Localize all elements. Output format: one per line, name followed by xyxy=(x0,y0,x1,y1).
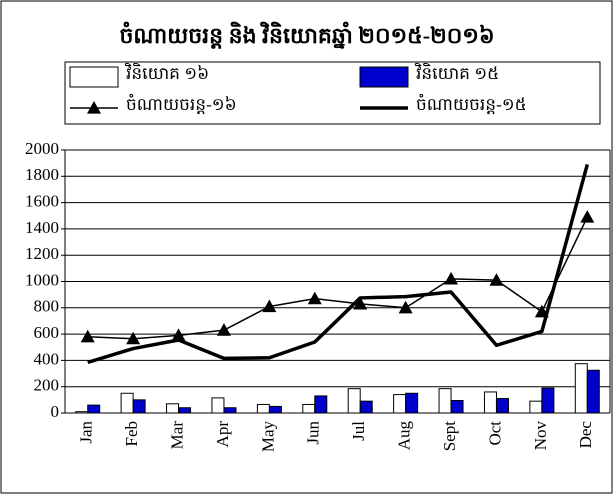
bar xyxy=(268,405,282,414)
marker xyxy=(353,296,368,310)
bar xyxy=(438,388,452,414)
x-tick-label: Sept xyxy=(440,421,459,452)
bar xyxy=(256,403,270,414)
y-tick-label: 1600 xyxy=(25,192,59,211)
marker xyxy=(262,299,277,313)
marker xyxy=(126,331,141,345)
legend-swatch xyxy=(69,66,119,88)
marker xyxy=(216,323,231,336)
y-tick-label: 800 xyxy=(34,297,60,316)
bar xyxy=(223,407,237,414)
bar xyxy=(75,411,89,414)
legend-label: ចំណាយចរន្ត-១៥ xyxy=(416,93,527,115)
legend-label: វិនិយោគ ១៦ xyxy=(124,62,209,83)
bar xyxy=(347,388,361,414)
y-tick-label: 600 xyxy=(34,323,60,342)
marker xyxy=(489,273,504,286)
bar xyxy=(541,387,555,414)
x-tick-label: Dec xyxy=(576,421,595,449)
line xyxy=(87,216,588,340)
y-tick-label: 1800 xyxy=(25,165,59,184)
bar xyxy=(574,363,588,414)
x-tick-label: May xyxy=(258,421,277,453)
legend-label: វិនិយោគ ១៥ xyxy=(414,62,499,83)
bar xyxy=(211,397,225,414)
bar xyxy=(529,400,543,414)
bar xyxy=(120,392,134,414)
y-tick-label: 200 xyxy=(34,376,60,395)
bar xyxy=(87,404,101,414)
bar xyxy=(166,403,180,414)
bar xyxy=(314,395,328,414)
legend-marker xyxy=(87,101,101,114)
chart-title: ចំណាយចរន្ត និង វិនិយោគឆ្នាំ ២០១៥-២០១៦ xyxy=(119,21,494,49)
x-tick-label: Jan xyxy=(77,421,96,444)
x-tick-label: Aug xyxy=(395,421,414,451)
x-tick-label: Oct xyxy=(485,421,504,446)
bar xyxy=(495,398,509,414)
x-tick-label: Jun xyxy=(304,421,323,445)
x-tick-label: Apr xyxy=(213,421,232,448)
bar xyxy=(178,407,192,414)
bar xyxy=(302,403,316,414)
y-tick-label: 1200 xyxy=(25,244,59,263)
bar xyxy=(359,400,373,414)
y-tick-label: 1000 xyxy=(25,270,59,289)
x-tick-label: Feb xyxy=(122,421,141,447)
legend-box xyxy=(64,61,601,125)
bar xyxy=(586,369,600,414)
legend-swatch xyxy=(359,66,409,88)
y-tick-label: 0 xyxy=(51,402,60,421)
legend-label: ចំណាយចរន្ត-១៦ xyxy=(126,93,237,115)
marker xyxy=(444,271,459,285)
y-tick-label: 400 xyxy=(34,349,60,368)
x-tick-label: Nov xyxy=(531,421,550,451)
marker xyxy=(171,328,186,342)
y-tick-label: 1400 xyxy=(25,218,59,237)
marker xyxy=(580,210,595,223)
marker xyxy=(398,300,413,314)
marker xyxy=(80,329,95,343)
bar xyxy=(483,391,497,414)
x-tick-label: Mar xyxy=(167,421,186,450)
x-tick-label: Jul xyxy=(349,421,368,441)
marker xyxy=(307,291,322,305)
bar xyxy=(405,392,419,414)
bar xyxy=(393,394,407,414)
line xyxy=(87,164,589,365)
bar xyxy=(132,399,146,414)
y-tick-label: 2000 xyxy=(25,139,59,158)
bar xyxy=(450,400,464,414)
